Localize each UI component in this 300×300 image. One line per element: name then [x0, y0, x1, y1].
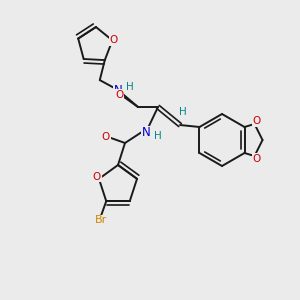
- Text: O: O: [102, 132, 110, 142]
- Text: O: O: [115, 90, 123, 100]
- Text: N: N: [114, 83, 122, 97]
- Text: Br: Br: [95, 215, 107, 225]
- Text: O: O: [252, 116, 261, 126]
- Text: N: N: [142, 127, 150, 140]
- Text: H: H: [179, 107, 187, 117]
- Text: O: O: [252, 154, 261, 164]
- Text: H: H: [154, 131, 162, 141]
- Text: O: O: [109, 35, 118, 45]
- Text: H: H: [126, 82, 134, 92]
- Text: O: O: [93, 172, 101, 182]
